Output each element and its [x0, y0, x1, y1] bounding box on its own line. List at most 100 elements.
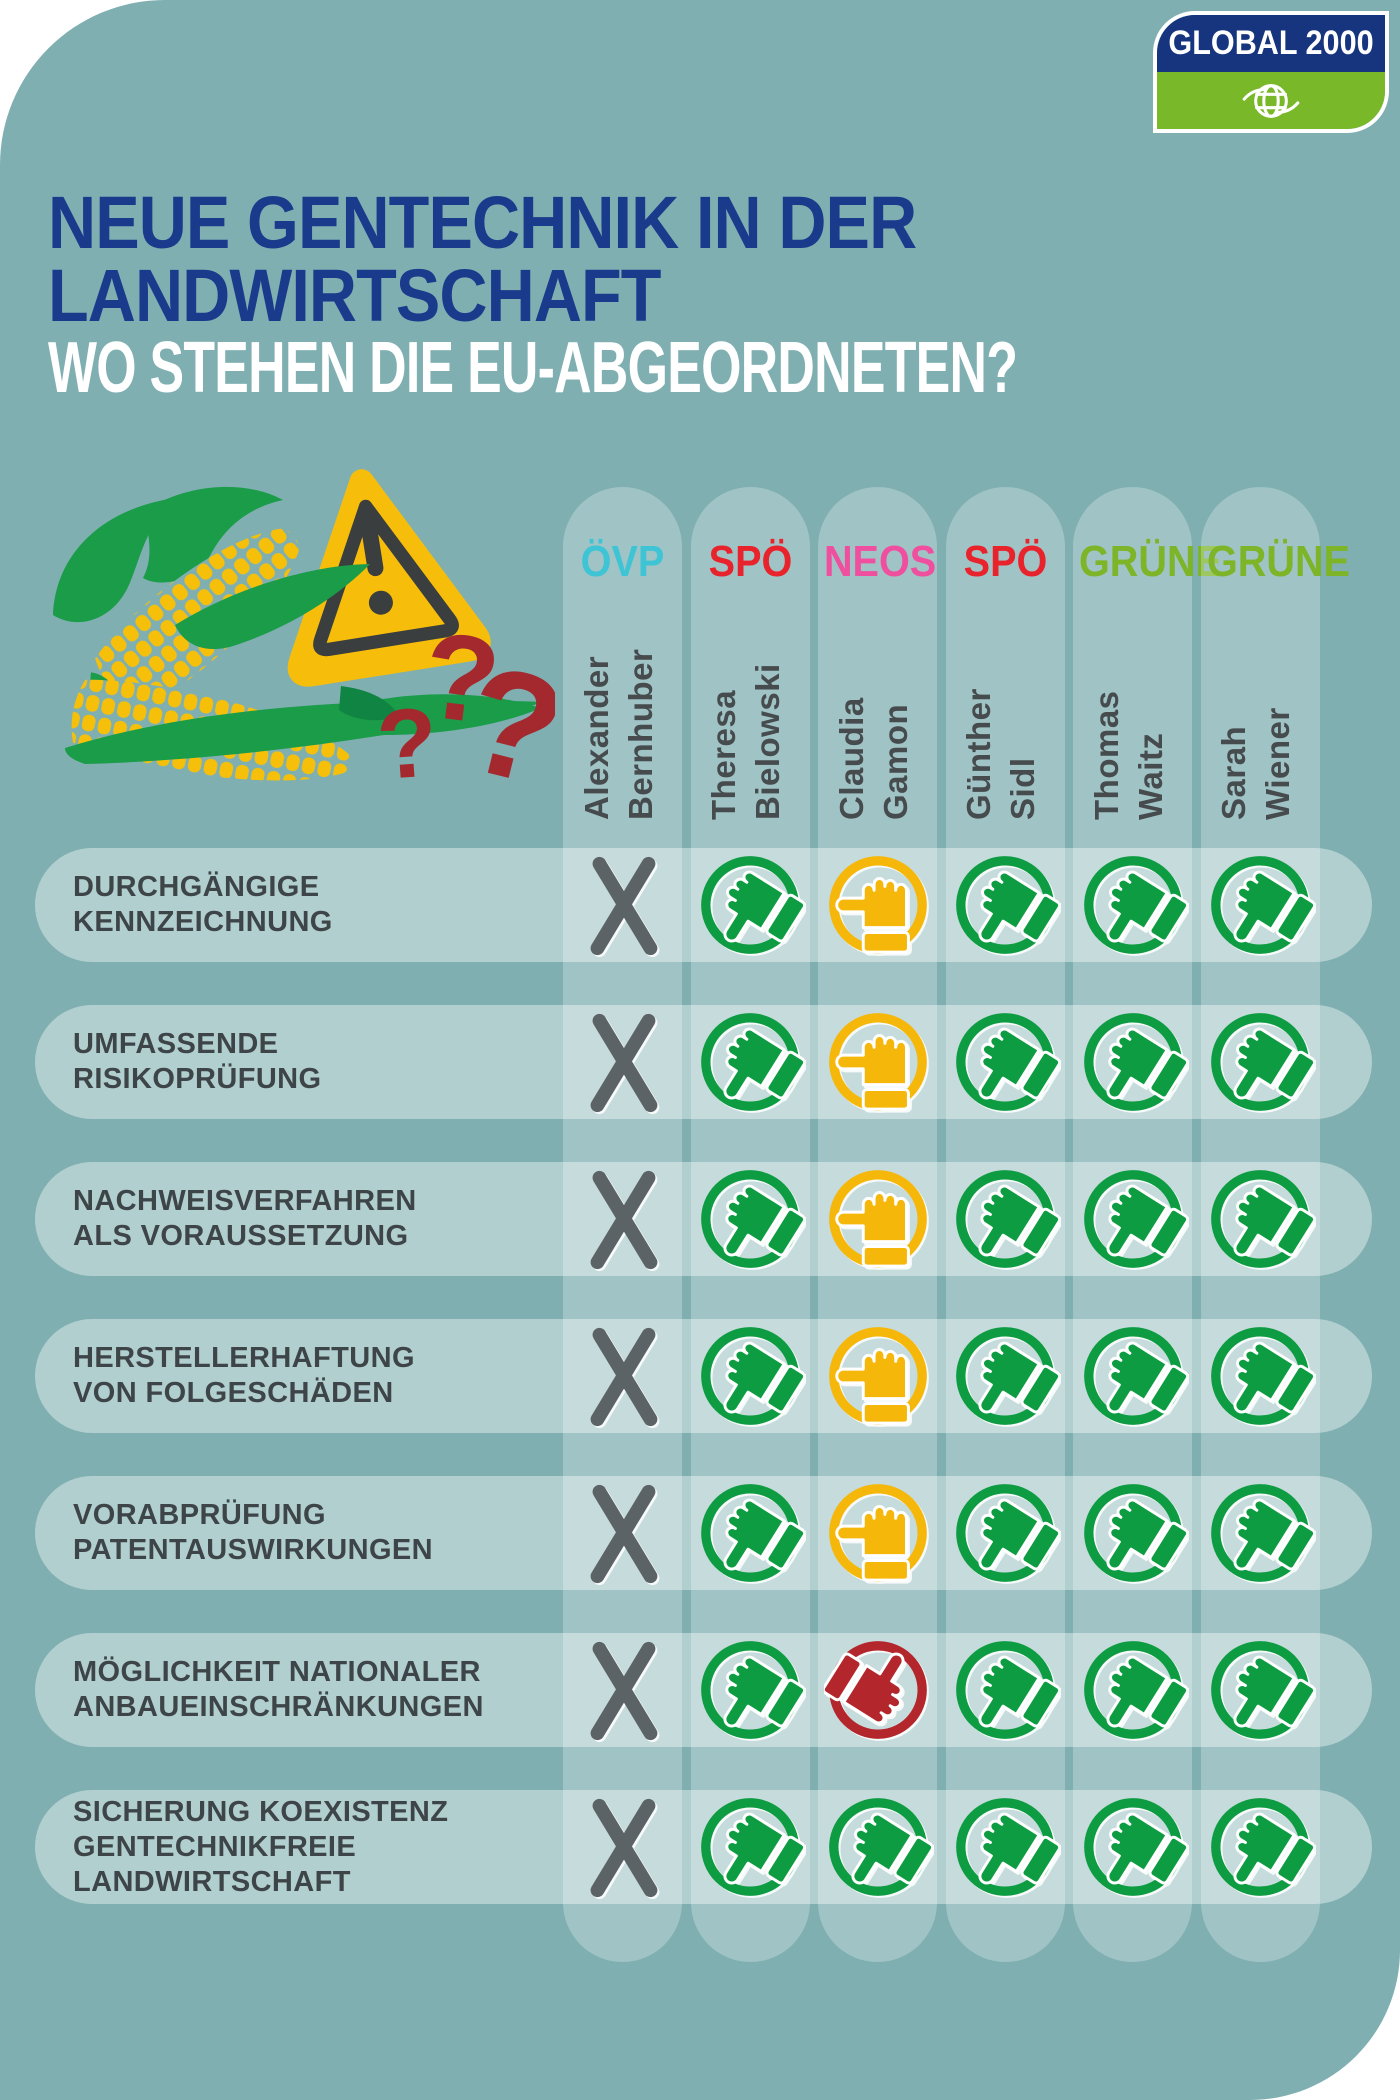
title-line-2: LANDWIRTSCHAFT: [48, 254, 661, 337]
vote-neutral-cell: [824, 1165, 932, 1273]
thumb-up-icon: [1083, 856, 1189, 954]
mep-name: Thomas Waitz: [1087, 690, 1169, 820]
party-label-spö: SPÖ: [963, 537, 1047, 586]
cross-icon: [590, 1798, 657, 1898]
criterion-label: MÖGLICHKEIT NATIONALER ANBAUEINSCHRÄNKUNG…: [73, 1656, 484, 1723]
globe-icon: [1242, 83, 1300, 118]
title-line-1: NEUE GENTECHNIK IN DER: [48, 181, 917, 264]
thumb-up-icon: [1083, 1013, 1189, 1111]
criterion-label: NACHWEISVERFAHREN ALS VORAUSSETZUNG: [73, 1185, 417, 1252]
criterion-label: SICHERUNG KOEXISTENZ GENTECHNIKFREIE LANDW…: [73, 1795, 449, 1898]
vote-up-cell: [951, 1479, 1062, 1587]
vote-cross-cell: [569, 1165, 677, 1273]
corn-warning-illustration: ? ? ?: [53, 469, 555, 795]
vote-cross-cell: [569, 1479, 677, 1587]
vote-up-cell: [1079, 1479, 1189, 1587]
thumb-up-icon: [956, 1798, 1062, 1896]
svg-text:?: ?: [373, 686, 440, 795]
subtitle: WO STEHEN DIE EU-ABGEORDNETEN?: [48, 328, 1018, 408]
thumb-up-icon: [1211, 1013, 1317, 1111]
cross-icon: [590, 856, 657, 956]
thumb-down-icon: [821, 1641, 927, 1739]
thumb-up-icon: [701, 1798, 807, 1896]
thumb-up-icon: [1083, 1641, 1189, 1739]
criterion-label: DURCHGÄNGIGE KENNZEICHNUNG: [73, 871, 333, 938]
thumb-up-icon: [1211, 1327, 1317, 1425]
vote-up-cell: [696, 1636, 807, 1744]
vote-up-cell: [951, 1793, 1062, 1901]
vote-up-cell: [951, 1008, 1062, 1116]
vote-cross-cell: [569, 1322, 677, 1430]
logo-brand-text: GLOBAL 2000: [1168, 24, 1374, 62]
cross-icon: [590, 1641, 657, 1741]
thumb-up-icon: [701, 856, 807, 954]
logo-blue-bar: GLOBAL 2000: [1157, 15, 1385, 72]
corn-leaves: [53, 486, 283, 623]
cross-icon: [590, 1327, 657, 1427]
vote-cross-cell: [569, 1793, 677, 1901]
vote-up-cell: [696, 1479, 807, 1587]
thumb-up-icon: [701, 1170, 807, 1268]
thumb-sideways-icon: [828, 856, 927, 954]
thumb-up-icon: [1211, 1484, 1317, 1582]
vote-up-cell: [951, 1636, 1062, 1744]
party-label-övp: ÖVP: [580, 537, 665, 586]
vote-up-cell: [1079, 1322, 1189, 1430]
vote-neutral-cell: [824, 1322, 932, 1430]
thumb-sideways-icon: [828, 1170, 927, 1268]
thumb-up-icon: [701, 1327, 807, 1425]
vote-up-cell: [1079, 1636, 1189, 1744]
mep-name: Theresa Bielowski: [705, 663, 786, 820]
mep-name: Claudia Gamon: [832, 697, 914, 820]
vote-up-cell: [1206, 1479, 1317, 1587]
thumb-up-icon: [956, 1327, 1062, 1425]
vote-up-cell: [1206, 1008, 1317, 1116]
vote-up-cell: [696, 1793, 807, 1901]
vote-up-cell: [696, 1165, 807, 1273]
criterion-label: VORABPRÜFUNG PATENTAUSWIRKUNGEN: [73, 1499, 434, 1566]
thumb-up-icon: [1083, 1798, 1189, 1896]
thumb-sideways-icon: [828, 1327, 927, 1425]
party-label-spö: SPÖ: [708, 537, 792, 586]
svg-text:?: ?: [416, 606, 507, 750]
party-label-grüne: GRÜNE: [1206, 537, 1350, 586]
global2000-logo: GLOBAL 2000: [1153, 11, 1389, 133]
criterion-label: HERSTELLERHAFTUNG VON FOLGESCHÄDEN: [73, 1342, 415, 1409]
thumb-up-icon: [1083, 1170, 1189, 1268]
cross-icon: [590, 1170, 657, 1270]
vote-up-cell: [1079, 1008, 1189, 1116]
cross-icon: [590, 1013, 657, 1113]
party-label-neos: NEOS: [823, 537, 937, 586]
vote-cross-cell: [569, 1636, 677, 1744]
thumb-up-icon: [828, 1798, 934, 1896]
mep-name: Sarah Wiener: [1215, 707, 1296, 820]
vote-up-cell: [951, 1322, 1062, 1430]
thumb-up-icon: [701, 1484, 807, 1582]
warning-triangle-icon: [287, 469, 491, 687]
criterion-label: UMFASSENDE RISIKOPRÜFUNG: [73, 1028, 322, 1095]
vote-cross-cell: [569, 1008, 677, 1116]
vote-up-cell: [1206, 1793, 1317, 1901]
mep-name: Alexander Bernhuber: [577, 648, 659, 820]
vote-up-cell: [824, 1793, 934, 1901]
vote-up-cell: [1079, 851, 1189, 959]
vote-down-cell: [821, 1636, 932, 1744]
vote-neutral-cell: [824, 851, 932, 959]
vote-up-cell: [1206, 1636, 1317, 1744]
vote-up-cell: [1206, 1165, 1317, 1273]
vote-up-cell: [1079, 1165, 1189, 1273]
vote-up-cell: [696, 1322, 807, 1430]
thumb-up-icon: [1083, 1327, 1189, 1425]
thumb-up-icon: [1211, 1798, 1317, 1896]
mep-name: Günther Sidl: [960, 688, 1041, 820]
thumb-up-icon: [956, 856, 1062, 954]
thumb-up-icon: [1211, 856, 1317, 954]
thumb-up-icon: [701, 1641, 807, 1739]
vote-neutral-cell: [824, 1479, 932, 1587]
vote-up-cell: [951, 851, 1062, 959]
thumb-up-icon: [956, 1484, 1062, 1582]
vote-cross-cell: [569, 851, 677, 959]
cross-icon: [590, 1484, 657, 1584]
thumb-up-icon: [1083, 1484, 1189, 1582]
